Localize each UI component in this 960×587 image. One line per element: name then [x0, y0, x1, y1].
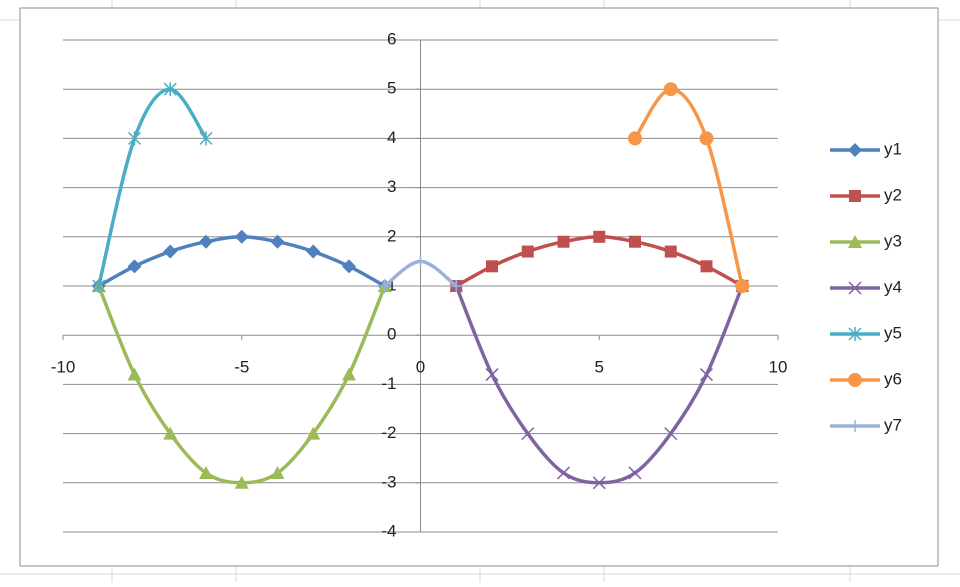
marker — [699, 131, 714, 146]
marker — [848, 373, 862, 387]
marker — [450, 280, 463, 292]
y-tick-label: -1 — [381, 374, 396, 393]
marker — [127, 367, 142, 381]
marker — [270, 465, 285, 479]
marker — [486, 260, 498, 273]
y-tick-label: 6 — [387, 29, 396, 48]
marker — [557, 235, 570, 248]
marker — [378, 280, 391, 292]
marker — [663, 82, 678, 97]
marker — [848, 281, 862, 295]
legend-label: y4 — [884, 277, 902, 296]
y-tick-label: -4 — [381, 521, 396, 540]
marker — [270, 234, 285, 249]
x-tick-label: 10 — [769, 358, 788, 377]
x-tick-label: 0 — [416, 358, 425, 377]
legend-label: y2 — [884, 185, 902, 204]
marker — [848, 235, 862, 248]
marker — [521, 427, 535, 441]
y-tick-label: 3 — [387, 177, 396, 196]
marker — [485, 368, 499, 382]
marker — [163, 426, 178, 440]
marker — [849, 190, 861, 202]
marker — [163, 82, 177, 97]
marker — [699, 368, 714, 382]
y-tick-label: 1 — [387, 275, 396, 294]
marker — [199, 465, 213, 479]
marker — [848, 143, 862, 157]
marker — [127, 131, 142, 146]
marker — [592, 476, 606, 490]
marker — [593, 230, 606, 243]
marker — [700, 260, 713, 273]
marker — [306, 244, 321, 259]
marker — [556, 466, 571, 480]
marker — [234, 475, 249, 489]
legend-label: y5 — [884, 323, 902, 342]
marker — [628, 466, 642, 480]
series-line — [97, 87, 208, 287]
y-tick-label: 5 — [387, 79, 396, 98]
x-tick-label: 5 — [595, 358, 604, 377]
marker — [848, 327, 862, 341]
legend-label: y1 — [884, 139, 902, 158]
legend-label: y6 — [884, 369, 902, 388]
marker — [735, 279, 750, 293]
marker — [628, 131, 642, 146]
marker — [664, 245, 677, 258]
marker — [92, 279, 106, 293]
marker — [342, 259, 356, 274]
marker — [306, 426, 321, 440]
x-tick-label: -5 — [234, 358, 249, 377]
y-tick-label: -3 — [381, 472, 396, 491]
chart-area — [19, 7, 939, 567]
marker — [234, 229, 249, 244]
marker — [199, 234, 213, 249]
marker — [664, 427, 678, 441]
marker — [342, 367, 356, 381]
marker — [849, 420, 861, 432]
x-tick-label: -10 — [51, 358, 76, 377]
marker — [163, 244, 178, 259]
marker — [521, 245, 534, 258]
marker — [199, 131, 213, 146]
marker — [127, 259, 142, 274]
marker — [414, 255, 427, 268]
y-tick-label: 4 — [387, 128, 396, 147]
y-tick-label: 0 — [387, 325, 396, 344]
y-tick-label: 2 — [387, 226, 396, 245]
series-line — [633, 87, 744, 287]
marker — [629, 235, 641, 248]
legend-label: y7 — [884, 415, 902, 434]
legend-label: y3 — [884, 231, 902, 250]
y-tick-label: -2 — [381, 423, 396, 442]
